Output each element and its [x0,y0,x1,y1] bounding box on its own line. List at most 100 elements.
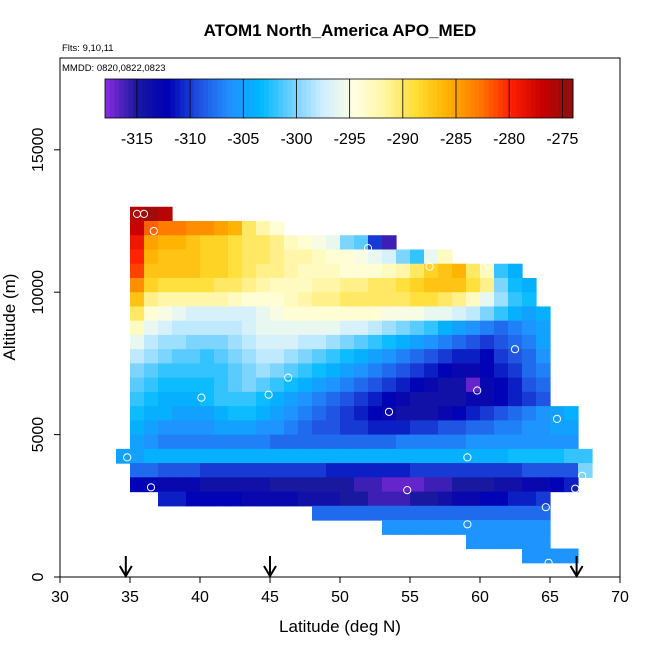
heatmap-cell [186,391,201,407]
heatmap-cell [312,306,327,322]
heatmap-cell [326,420,341,436]
heatmap-cell [256,263,271,279]
heatmap-cell [382,263,397,279]
heatmap-cell [242,277,257,293]
x-axis: 30 35 40 45 50 55 60 65 70 [51,577,629,606]
heatmap-cell [410,520,425,535]
heatmap-cell [368,235,383,251]
colorbar-segment [418,79,424,118]
heatmap-cell [564,434,579,450]
heatmap-cell [284,263,299,279]
heatmap-cell [564,406,579,421]
heatmap-cell [536,306,551,322]
heatmap-cell [214,377,229,393]
heatmap-cell [172,434,187,450]
heatmap-cell [382,463,397,478]
heatmap-cell [270,235,285,251]
heatmap-cell [130,363,145,379]
heatmap-cell [256,349,271,364]
arrow-head [569,565,584,578]
colorbar-tick-label: -310 [174,131,206,148]
colorbar-segment [456,79,462,118]
heatmap-cell [354,320,369,336]
heatmap-cell [214,334,229,350]
heatmap-cell [382,477,397,493]
heatmap-cell [564,548,579,564]
heatmap-cell [270,292,285,308]
heatmap-cell [326,277,341,293]
heatmap-cell [326,249,341,265]
heatmap-cell [508,377,523,393]
heatmap-cell [508,491,523,507]
heatmap-cell [172,377,187,393]
heatmap-cell [214,277,229,293]
heatmap-cell [186,463,201,478]
heatmap-cell [270,221,285,236]
heatmap-cell [536,434,551,450]
heatmap-cell [550,463,565,478]
heatmap-cell [228,221,243,236]
heatmap-cell [186,235,201,251]
chart-subtitle: Flts: 9,10,11 [62,43,114,54]
heatmap-cell [284,406,299,421]
y-axis: 0 5000 10000 15000 [30,127,60,581]
heatmap-cell [242,363,257,379]
sample-point [139,209,149,218]
colorbar-segment [123,79,129,118]
heatmap-cell [312,491,327,507]
heatmap-cell [228,249,243,265]
colorbar-segment [245,79,251,118]
heatmap-cell [256,277,271,293]
heatmap-cell [368,249,383,265]
heatmap-cell [200,448,215,464]
heatmap-cell [172,320,187,336]
heatmap-cell [368,320,383,336]
heatmap-cell [214,235,229,251]
heatmap-cell [298,306,313,322]
heatmap-cell [368,463,383,478]
heatmap-cell [214,292,229,308]
heatmap-cell [270,377,285,393]
heatmap-cell [130,277,145,293]
heatmap-cell [354,448,369,464]
x-tick-label: 60 [471,589,489,606]
heatmap-cell [242,306,257,322]
heatmap-cell [172,406,187,421]
colorbar-segment [259,79,265,118]
heatmap-cell [466,277,481,293]
heatmap-cell [382,505,397,521]
heatmap-cell [144,306,159,322]
colorbar-segment [521,79,527,118]
heatmap-cell [242,292,257,308]
heatmap-cell [186,491,201,507]
heatmap-cell [270,434,285,450]
heatmap-cell [228,448,243,464]
heatmap-cell [410,277,425,293]
heatmap-cell [396,363,411,379]
heatmap-cell [158,391,173,407]
heatmap-cell [284,306,299,322]
heatmap-cell [158,434,173,450]
heatmap-cell [200,377,215,393]
heatmap-cell [438,334,453,350]
heatmap-cell [256,363,271,379]
colorbar-segment [165,79,172,118]
colorbar-segment [558,79,565,118]
heatmap-cell [312,349,327,364]
heatmap-cell [522,277,537,293]
heatmap-cell [494,320,509,336]
colorbar-segment [404,79,410,118]
heatmap-cell [340,377,355,393]
heatmap-cell [382,334,397,350]
heatmap-cell [256,235,271,251]
heatmap-cell [340,292,355,308]
heatmap-cell [256,448,271,464]
heatmap-cell [508,420,523,436]
heatmap-cell [480,377,495,393]
colorbar-segment [339,79,345,118]
heatmap-cell [270,320,285,336]
chart-annotation: MMDD: 0820,0822,0823 [62,63,166,74]
colorbar-segment [385,79,391,118]
heatmap-cell [214,263,229,279]
